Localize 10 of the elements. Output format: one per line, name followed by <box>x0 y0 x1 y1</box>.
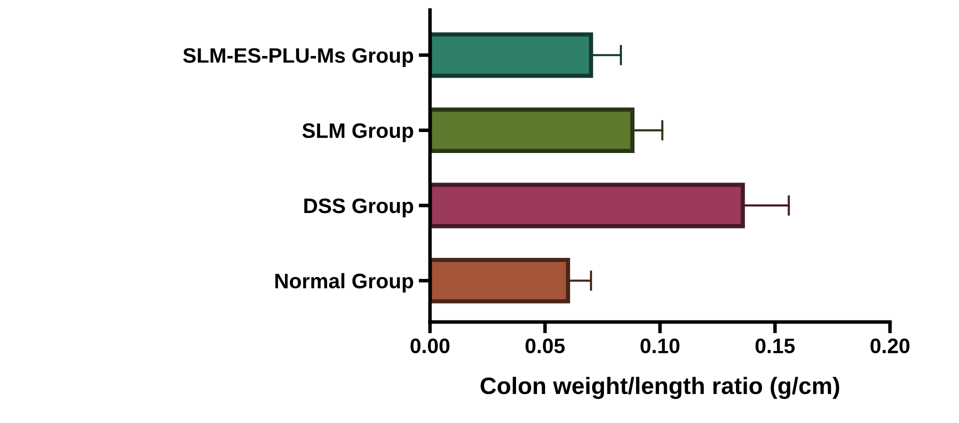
x-tick-label: 0.15 <box>756 338 795 354</box>
x-tick-label: 0.20 <box>870 338 910 354</box>
y-tick-label: SLM-ES-PLU-Ms Group <box>183 48 414 67</box>
y-tick-label: SLM Group <box>302 123 414 142</box>
x-axis-title: Colon weight/length ratio (g/cm) <box>480 376 840 399</box>
x-tick-label: 0.10 <box>640 338 680 354</box>
y-tick-label: Normal Group <box>275 273 414 293</box>
y-tick-label: DSS Group <box>304 198 414 218</box>
x-tick-label: 0.00 <box>410 338 450 354</box>
x-tick-label: 0.05 <box>526 338 565 354</box>
